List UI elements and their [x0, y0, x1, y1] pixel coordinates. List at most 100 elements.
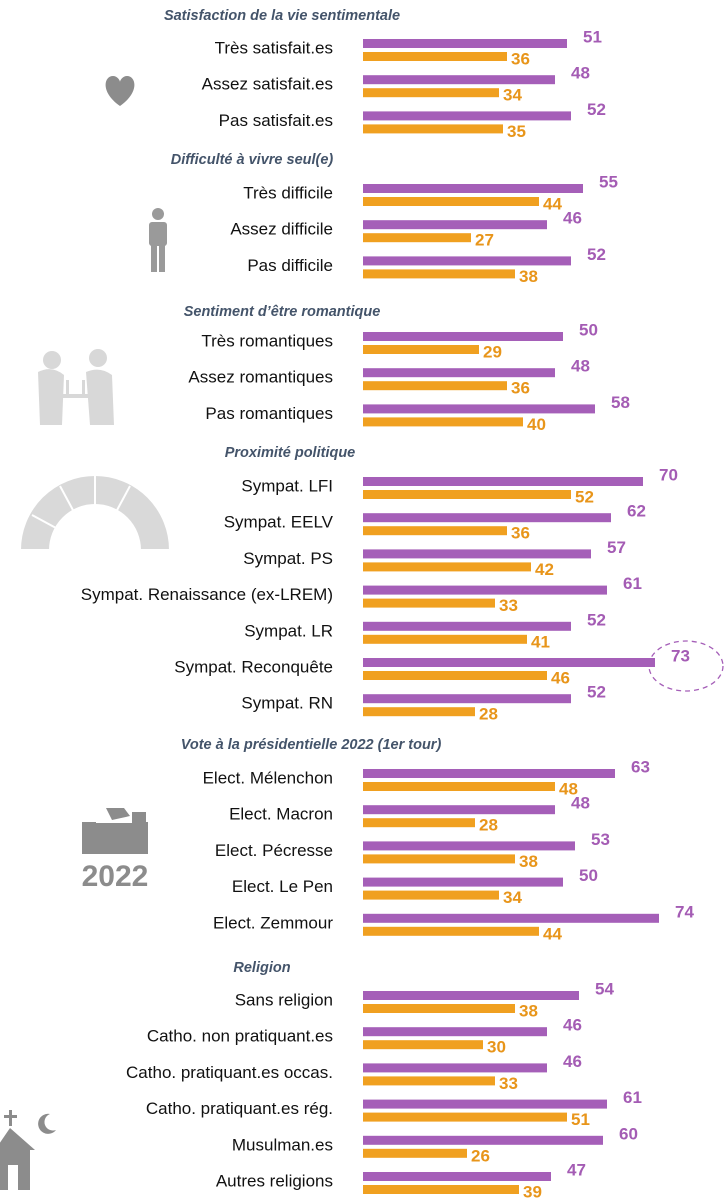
bar: [363, 368, 555, 378]
value-label: 40: [527, 415, 546, 434]
bar: [363, 111, 571, 121]
bar: [363, 877, 563, 887]
bar: [363, 1099, 607, 1109]
value-label: 44: [543, 194, 562, 213]
value-label: 34: [503, 888, 522, 907]
bar: [363, 1076, 495, 1086]
value-label: 52: [575, 487, 594, 506]
person-icon: [149, 208, 167, 272]
category-label: Assez difficile: [230, 220, 333, 239]
category-label: Assez romantiques: [188, 368, 333, 387]
value-label: 62: [627, 502, 646, 521]
bar: [363, 598, 495, 608]
bar: [363, 634, 527, 644]
bar: [363, 88, 499, 98]
bar: [363, 332, 563, 341]
value-label: 48: [571, 794, 590, 813]
bar: [363, 549, 591, 559]
value-label: 63: [631, 757, 650, 776]
category-label: Sans religion: [235, 990, 333, 1009]
value-label: 38: [519, 267, 538, 286]
category-label: Sympat. LR: [244, 621, 333, 640]
value-label: 28: [479, 705, 498, 724]
category-label: Sympat. EELV: [224, 513, 334, 532]
value-label: 33: [499, 596, 518, 615]
value-label: 74: [675, 902, 694, 921]
category-label: Elect. Zemmour: [213, 913, 333, 932]
value-label: 48: [559, 779, 578, 798]
bar: [363, 381, 507, 391]
value-label: 50: [579, 866, 598, 885]
bar: [363, 1185, 519, 1194]
category-label: Sympat. RN: [241, 694, 333, 713]
category-label: Pas romantiques: [205, 404, 333, 423]
section-title: Satisfaction de la vie sentimentale: [164, 8, 400, 24]
category-label: Très difficile: [243, 183, 333, 202]
value-label: 57: [607, 538, 626, 557]
value-label: 46: [563, 209, 582, 228]
value-label: 38: [519, 1001, 538, 1020]
category-label: Autres religions: [216, 1171, 333, 1190]
bar: [363, 1135, 603, 1145]
category-label: Musulman.es: [232, 1135, 333, 1154]
bar: [363, 854, 515, 864]
bar: [363, 890, 499, 900]
hemicycle-icon: [18, 474, 172, 551]
bar: [363, 52, 507, 61]
bar: [363, 269, 515, 279]
bar: [363, 671, 547, 680]
value-label: 33: [499, 1074, 518, 1093]
value-label: 52: [587, 610, 606, 629]
bar: [363, 526, 507, 536]
value-label: 46: [563, 1052, 582, 1071]
value-label: 44: [543, 924, 562, 943]
bar: [363, 841, 575, 851]
category-label: Très romantiques: [201, 331, 333, 350]
value-label: 36: [511, 49, 530, 68]
bar: [363, 124, 503, 134]
value-label: 60: [619, 1124, 638, 1143]
value-label: 61: [623, 574, 642, 593]
bar: [363, 926, 539, 936]
bar: [363, 197, 539, 206]
bar: [363, 477, 643, 486]
value-label: 29: [483, 342, 502, 361]
bar: [363, 991, 579, 1000]
bar: [363, 404, 595, 414]
value-label: 51: [583, 27, 602, 46]
bar: [363, 1063, 547, 1073]
bar: [363, 1040, 483, 1050]
category-label: Catho. pratiquant.es occas.: [126, 1063, 333, 1082]
category-label: Elect. Macron: [229, 805, 333, 824]
value-label: 30: [487, 1038, 506, 1057]
bar: [363, 621, 571, 631]
value-label: 51: [571, 1110, 590, 1129]
bar: [363, 658, 655, 667]
bar: [363, 585, 607, 595]
category-label: Elect. Le Pen: [232, 877, 333, 896]
category-label: Assez satisfait.es: [202, 75, 333, 94]
section-title: Vote à la présidentielle 2022 (1er tour): [181, 737, 442, 753]
value-label: 39: [523, 1182, 542, 1201]
value-label: 42: [535, 560, 554, 579]
value-label: 26: [471, 1146, 490, 1165]
bar: [363, 184, 583, 193]
bar: [363, 220, 547, 230]
value-label: 53: [591, 830, 610, 849]
section-title: Difficulté à vivre seul(e): [171, 152, 334, 168]
category-label: Elect. Pécresse: [215, 841, 333, 860]
value-label: 61: [623, 1088, 642, 1107]
bar: [363, 818, 475, 828]
category-label: Sympat. LFI: [241, 476, 333, 495]
value-label: 58: [611, 393, 630, 412]
category-label: Pas satisfait.es: [219, 111, 333, 130]
value-label: 47: [567, 1160, 586, 1179]
bar: [363, 1112, 567, 1122]
category-label: Elect. Mélenchon: [203, 768, 333, 787]
section-title: Religion: [233, 960, 290, 976]
bar: [363, 1027, 547, 1037]
bar: [363, 782, 555, 791]
bar: [363, 75, 555, 85]
bar: [363, 769, 615, 778]
value-label: 73: [671, 646, 690, 665]
